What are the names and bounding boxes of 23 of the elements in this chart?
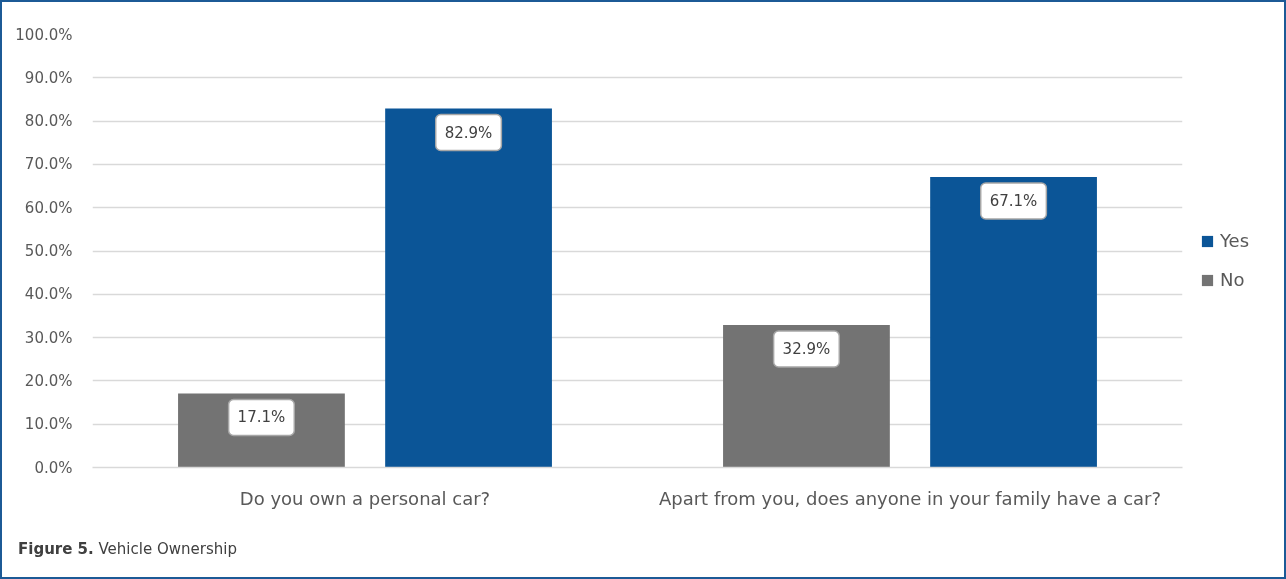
x-tick-label: Do you own a personal car? — [239, 487, 491, 509]
y-tick-label: 40.0% — [24, 285, 73, 304]
y-tick-label: 50.0% — [24, 242, 73, 260]
bar — [385, 108, 552, 468]
data-label: 67.1% — [989, 191, 1038, 210]
y-tick-label: 90.0% — [24, 68, 73, 87]
legend-label: Yes — [1220, 230, 1250, 251]
bar — [930, 176, 1097, 468]
data-label: 82.9% — [444, 123, 493, 142]
legend-label: No — [1220, 269, 1245, 290]
bar — [723, 325, 890, 468]
y-tick-label: 10.0% — [24, 415, 73, 434]
y-tick-label: 70.0% — [24, 155, 73, 174]
y-tick-label: 0.0% — [34, 458, 73, 477]
y-tick-label: 100.0% — [15, 25, 73, 44]
y-tick-label: 80.0% — [24, 112, 73, 131]
data-label: 17.1% — [237, 408, 286, 427]
x-tick-label: Apart from you, does anyone in your family have a car? — [658, 487, 1162, 509]
y-tick-label: 20.0% — [24, 371, 73, 390]
data-label: 32.9% — [782, 340, 831, 359]
y-tick-label: 60.0% — [24, 198, 73, 217]
y-tick-label: 30.0% — [24, 328, 73, 347]
caption: Figure 5. Vehicle Ownership — [18, 539, 237, 560]
